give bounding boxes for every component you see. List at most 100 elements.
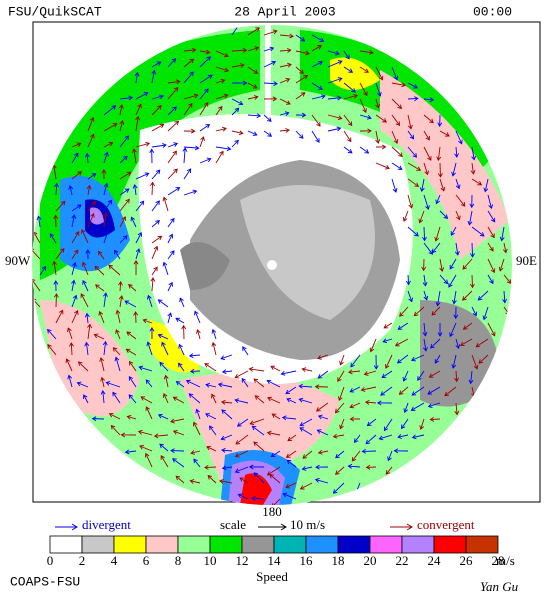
wind-arrowhead [397, 325, 403, 330]
wind-arrowhead [71, 279, 76, 285]
wind-arrowhead [299, 421, 305, 427]
wind-arrow [452, 162, 457, 176]
wind-arrow [242, 346, 249, 356]
wind-arrow [391, 146, 403, 157]
wind-arrow [71, 231, 80, 244]
wind-arrow [407, 162, 421, 171]
wind-arrowhead [427, 156, 432, 161]
wind-arrow [205, 413, 217, 420]
wind-arrow [359, 66, 369, 73]
wind-arrow [193, 422, 201, 436]
wind-arrow [158, 299, 169, 308]
wind-arrowhead [427, 403, 433, 408]
wind-arrowhead [299, 69, 304, 74]
wind-arrowhead [332, 433, 338, 439]
colorbar-swatch [273, 535, 307, 554]
wind-arrowhead [459, 341, 465, 346]
wind-arrowhead [77, 171, 83, 176]
wind-arrowhead [302, 454, 308, 459]
wind-arrow [359, 50, 373, 54]
wind-arrowhead [181, 324, 187, 330]
wind-arrow [455, 146, 458, 158]
wind-arrowhead [167, 312, 173, 318]
wind-arrow [71, 214, 75, 228]
wind-arrowhead [145, 379, 151, 385]
wind-arrow [349, 402, 361, 408]
wind-arrowhead [77, 361, 83, 366]
wind-arrowhead [398, 390, 404, 395]
wind-arrow [119, 199, 130, 212]
wind-arrow [247, 47, 259, 52]
wind-arrowhead [449, 332, 454, 338]
wind-arrowhead [402, 376, 408, 382]
wind-arrowhead [271, 413, 277, 418]
wind-arrowhead [194, 310, 199, 316]
wind-arrow [87, 134, 95, 148]
wind-arrowhead [378, 75, 384, 81]
wind-arrow [151, 105, 162, 116]
wind-arrowhead [437, 122, 443, 128]
wind-arrow [126, 348, 137, 356]
wind-arrow [468, 210, 473, 225]
wind-arrow [167, 234, 173, 244]
wind-arrowhead [220, 355, 226, 360]
wind-arrow [439, 210, 448, 219]
wind-arrowhead [220, 78, 226, 84]
wind-arrowhead [137, 103, 142, 109]
wind-arrow [423, 338, 427, 351]
wind-arrowhead [286, 47, 292, 53]
wind-arrow [77, 382, 89, 388]
wind-arrowhead [170, 250, 175, 255]
wind-arrowhead [133, 311, 139, 316]
wind-arrowhead [285, 77, 291, 83]
wind-arrow [365, 434, 377, 445]
wind-arrow [55, 248, 65, 260]
colorbar-tick-label: 8 [175, 553, 182, 568]
wind-arrow [167, 282, 173, 292]
wind-arrowhead [133, 259, 139, 265]
wind-arrow [215, 94, 228, 100]
wind-arrow [419, 210, 425, 223]
wind-arrow [32, 278, 41, 292]
wind-arrow [253, 472, 265, 484]
colorbar-tick-label: 14 [268, 553, 282, 568]
wind-arrow [423, 274, 426, 286]
wind-arrow [267, 466, 281, 476]
wind-arrow [82, 280, 89, 292]
wind-arrowhead [155, 200, 160, 206]
wind-arrowhead [218, 105, 223, 111]
wind-arrowhead [378, 435, 384, 441]
wind-arrow [49, 233, 57, 244]
wind-arrow [281, 370, 297, 375]
wind-arrowhead [145, 406, 150, 412]
wind-arrow [295, 66, 304, 74]
wind-arrowhead [175, 187, 181, 192]
wind-arrowhead [219, 478, 224, 484]
wind-arrowhead [124, 449, 130, 455]
wind-arrow [55, 201, 66, 212]
wind-arrow [448, 274, 457, 288]
wind-arrow [327, 114, 342, 120]
wind-arrowhead [103, 292, 108, 297]
wind-arrow [103, 123, 118, 132]
wind-arrowhead [98, 310, 103, 316]
wind-arrowhead [431, 311, 437, 316]
wind-arrowhead [76, 142, 82, 147]
wind-arrow [413, 306, 425, 317]
wind-arrow [119, 295, 123, 308]
wind-arrowhead [490, 233, 495, 239]
wind-arrow [119, 155, 128, 164]
wind-arrowhead [284, 111, 290, 116]
wind-arrowhead [93, 333, 99, 339]
wind-arrow [135, 232, 142, 244]
wind-arrowhead [173, 142, 179, 147]
wind-arrow [128, 376, 137, 388]
wind-arrowhead [200, 136, 205, 142]
wind-arrowhead [204, 363, 210, 368]
wind-arrow [147, 342, 153, 356]
wind-arrow [383, 338, 393, 343]
wind-arrow [204, 466, 217, 469]
wind-arrowhead [118, 104, 124, 109]
wind-arrowhead [396, 359, 402, 364]
wind-arrowhead [256, 113, 262, 119]
